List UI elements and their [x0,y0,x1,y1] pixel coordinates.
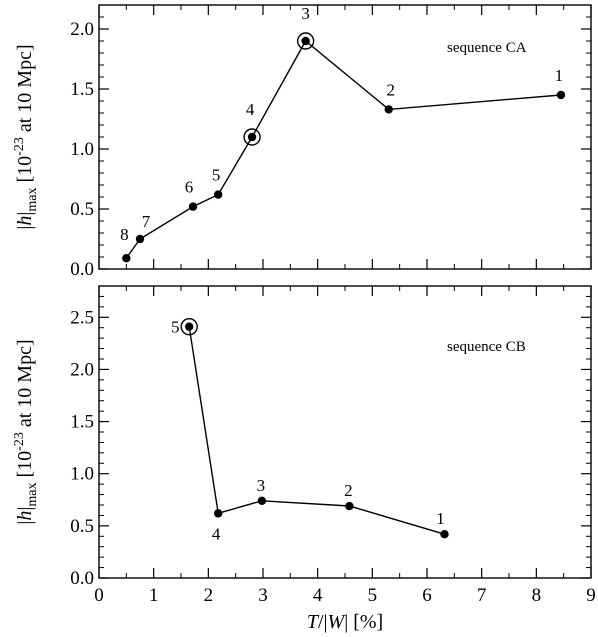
y-axis-title: |h|max [10-23 at 10 Mpc] [12,44,40,229]
x-axis-title: T/|W| [%] [307,611,383,633]
data-point-label: 8 [120,225,129,244]
y-tick-label: 2.5 [70,307,94,328]
data-point [122,254,131,263]
y-tick-label: 2.0 [70,359,94,380]
highlight-ring [243,128,261,146]
y-tick-label: 0.0 [70,259,94,280]
data-point-label: 1 [555,66,564,85]
data-point-label: 3 [257,476,266,495]
data-point-label: 5 [171,318,180,337]
data-point [185,322,194,331]
data-point [440,530,449,539]
data-point [188,202,198,211]
x-tick-label: 0 [94,585,104,606]
data-point-label: 5 [212,166,221,185]
y-tick-label: 0.5 [70,516,94,537]
data-point [135,234,145,244]
data-point-label: 4 [212,524,221,543]
data-point [556,90,566,100]
data-point [247,132,257,142]
highlight-ring [296,32,315,50]
sequence-label: sequence CA [447,40,527,56]
data-point-label: 2 [386,80,395,99]
x-tick-label: 3 [258,585,268,606]
x-tick-label: 9 [586,585,596,606]
x-tick-label: 2 [204,585,214,606]
sequence-label: sequence CB [447,339,526,355]
data-point-label: 3 [301,4,310,23]
data-point-label: 2 [344,481,353,500]
y-tick-label: 1.5 [70,79,94,100]
data-point [301,36,310,46]
x-tick-label: 4 [313,585,323,606]
x-tick-label: 7 [477,585,487,606]
data-point-label: 6 [185,178,194,197]
y-tick-label: 0.0 [70,568,94,589]
y-tick-label: 0.5 [70,199,94,220]
chart-panel-2: 0.0 0.5 1.0 1.5 2.0 2.5 0 1 2 3 4 5 6 7 8 9 5 4 3 2 1 sequenc… [12,285,596,633]
y-tick-label: 1.0 [70,464,94,485]
data-point [213,190,223,199]
data-point [345,501,354,511]
series-line [188,326,445,535]
series-line [125,39,561,259]
data-point [257,496,267,506]
y-tick-label: 1.5 [70,412,94,433]
y-tick-label: 1.0 [70,139,94,160]
x-tick-label: 8 [532,585,542,606]
y-tick-label: 2.0 [70,19,94,40]
highlight-ring [180,317,198,336]
data-point-label: 4 [246,100,255,119]
data-point [213,509,223,518]
data-point-label: 7 [142,212,151,231]
x-tick-label: 1 [149,585,159,606]
data-point [384,105,393,114]
data-point-label: 1 [436,509,445,528]
x-tick-label: 5 [368,585,378,606]
y-axis-title: |h|max [10-23 at 10 Mpc] [12,339,40,524]
x-tick-label: 6 [422,585,432,606]
